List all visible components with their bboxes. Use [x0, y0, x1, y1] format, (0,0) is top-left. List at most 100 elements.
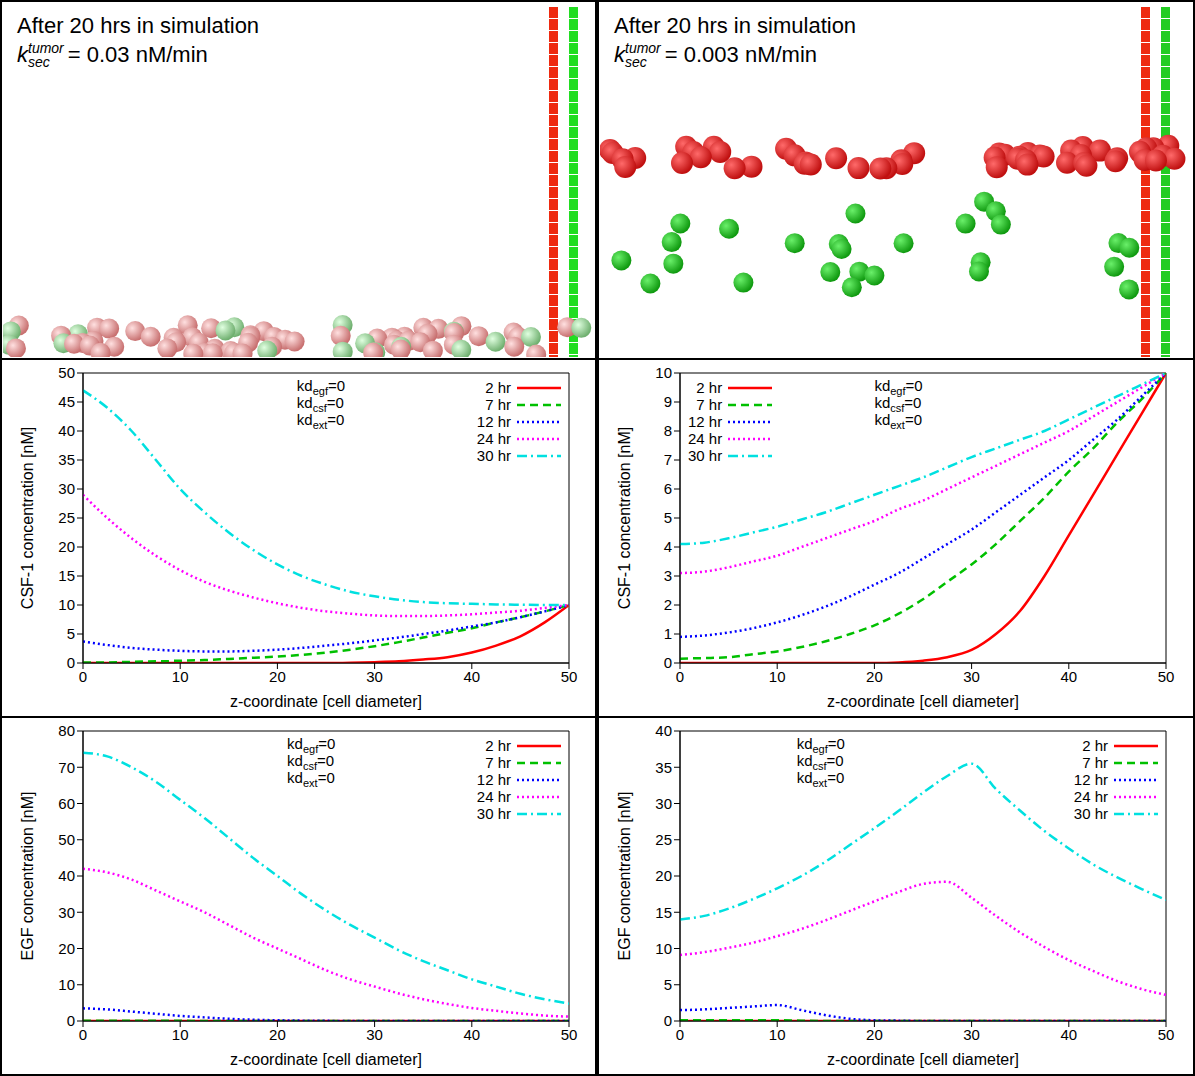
html-text:kdegf=0: kdegf=0: [796, 735, 845, 755]
svg-text:8: 8: [664, 422, 672, 439]
svg-text:z-coordinate [cell diameter]: z-coordinate [cell diameter]: [230, 1051, 422, 1068]
html-text:2 hr: 2 hr: [485, 379, 511, 396]
svg-text:80: 80: [58, 722, 75, 739]
svg-text:15: 15: [58, 567, 75, 584]
svg-text:10: 10: [172, 1026, 189, 1043]
svg-text:10: 10: [58, 596, 75, 613]
html-text:kdcsf=0: kdcsf=0: [287, 752, 335, 772]
svg-text:20: 20: [269, 668, 286, 685]
svg-text:25: 25: [655, 831, 672, 848]
svg-text:1: 1: [664, 625, 672, 642]
svg-text:0: 0: [79, 1026, 87, 1043]
svg-text:2: 2: [664, 596, 672, 613]
html-text:24 hr: 24 hr: [688, 430, 723, 447]
html-text:After 20 hrs in simulation: After 20 hrs in simulation: [17, 13, 260, 38]
svg-text:50: 50: [58, 364, 75, 381]
html-text:kdegf=0: kdegf=0: [874, 377, 923, 397]
svg-text:7: 7: [664, 451, 672, 468]
svg-text:EGF concentration [nM]: EGF concentration [nM]: [19, 792, 36, 961]
svg-text:30: 30: [366, 1026, 383, 1043]
svg-text:CSF-1 concentration [nM]: CSF-1 concentration [nM]: [19, 427, 36, 609]
html-text:7 hr: 7 hr: [485, 396, 511, 413]
html-text:kdcsf=0: kdcsf=0: [874, 394, 922, 414]
svg-text:0: 0: [664, 654, 672, 671]
svg-text:10: 10: [655, 940, 672, 957]
svg-text:20: 20: [655, 867, 672, 884]
svg-text:0: 0: [67, 654, 75, 671]
svg-text:30: 30: [963, 668, 980, 685]
svg-text:5: 5: [67, 625, 75, 642]
svg-text:EGF concentration [nM]: EGF concentration [nM]: [616, 792, 633, 961]
svg-text:40: 40: [1060, 668, 1077, 685]
svg-text:40: 40: [655, 722, 672, 739]
html-text:kdcsf=0: kdcsf=0: [796, 752, 844, 772]
svg-text:40: 40: [463, 1026, 480, 1043]
html-text:ktumor: ktumor: [17, 40, 64, 67]
svg-text:10: 10: [769, 668, 786, 685]
svg-text:20: 20: [269, 1026, 286, 1043]
svg-text:30: 30: [58, 904, 75, 921]
svg-text:20: 20: [58, 940, 75, 957]
html-text:kdcsf=0: kdcsf=0: [296, 394, 344, 414]
svg-text:4: 4: [664, 538, 672, 555]
svg-text:45: 45: [58, 393, 75, 410]
svg-text:3: 3: [664, 567, 672, 584]
html-text:2 hr: 2 hr: [696, 379, 723, 396]
svg-text:50: 50: [561, 1026, 578, 1043]
svg-text:60: 60: [58, 795, 75, 812]
svg-text:10: 10: [172, 668, 189, 685]
html-text:kdext=0: kdext=0: [296, 411, 345, 431]
html-text:7 hr: 7 hr: [696, 396, 723, 413]
svg-text:0: 0: [79, 668, 87, 685]
svg-text:30: 30: [655, 795, 672, 812]
html-text:12 hr: 12 hr: [476, 413, 511, 430]
svg-text:20: 20: [866, 1026, 883, 1043]
svg-text:40: 40: [463, 668, 480, 685]
svg-text:70: 70: [58, 759, 75, 776]
svg-text:50: 50: [1158, 1026, 1175, 1043]
html-text:= 0.003 nM/min: = 0.003 nM/min: [664, 42, 817, 67]
svg-text:30: 30: [58, 480, 75, 497]
svg-text:0: 0: [676, 1026, 684, 1043]
svg-text:50: 50: [58, 831, 75, 848]
svg-text:50: 50: [561, 668, 578, 685]
svg-text:25: 25: [58, 509, 75, 526]
svg-text:CSF-1 concentration [nM]: CSF-1 concentration [nM]: [616, 427, 633, 609]
svg-text:5: 5: [664, 976, 672, 993]
svg-text:35: 35: [655, 759, 672, 776]
html-text:= 0.03 nM/min: = 0.03 nM/min: [67, 42, 208, 67]
html-text:24 hr: 24 hr: [476, 430, 511, 447]
svg-text:30: 30: [963, 1026, 980, 1043]
svg-text:0: 0: [67, 1012, 75, 1029]
html-text:ktumor: ktumor: [614, 40, 661, 67]
svg-text:30: 30: [366, 668, 383, 685]
svg-text:6: 6: [664, 480, 672, 497]
svg-text:5: 5: [664, 509, 672, 526]
svg-text:40: 40: [58, 867, 75, 884]
svg-text:35: 35: [58, 451, 75, 468]
svg-text:0: 0: [676, 668, 684, 685]
html-text:kdegf=0: kdegf=0: [287, 735, 336, 755]
svg-text:z-coordinate [cell diameter]: z-coordinate [cell diameter]: [827, 1051, 1019, 1068]
svg-text:10: 10: [58, 976, 75, 993]
svg-text:10: 10: [769, 1026, 786, 1043]
html-text:kdext=0: kdext=0: [796, 769, 845, 789]
svg-text:z-coordinate [cell diameter]: z-coordinate [cell diameter]: [827, 693, 1019, 710]
svg-text:20: 20: [866, 668, 883, 685]
svg-text:0: 0: [664, 1012, 672, 1029]
svg-text:50: 50: [1158, 668, 1175, 685]
svg-text:40: 40: [58, 422, 75, 439]
svg-text:z-coordinate [cell diameter]: z-coordinate [cell diameter]: [230, 693, 422, 710]
html-text:kdext=0: kdext=0: [874, 411, 922, 431]
html-text:kdext=0: kdext=0: [287, 769, 335, 789]
html-text:After 20 hrs in simulation: After 20 hrs in simulation: [614, 13, 857, 38]
html-text:kdegf=0: kdegf=0: [296, 377, 346, 397]
svg-text:20: 20: [58, 538, 75, 555]
html-text:30 hr: 30 hr: [476, 447, 511, 464]
svg-text:10: 10: [655, 364, 672, 381]
svg-text:9: 9: [664, 393, 672, 410]
html-text:30 hr: 30 hr: [688, 447, 723, 464]
svg-text:15: 15: [655, 904, 672, 921]
html-text:12 hr: 12 hr: [688, 413, 723, 430]
svg-text:40: 40: [1060, 1026, 1077, 1043]
